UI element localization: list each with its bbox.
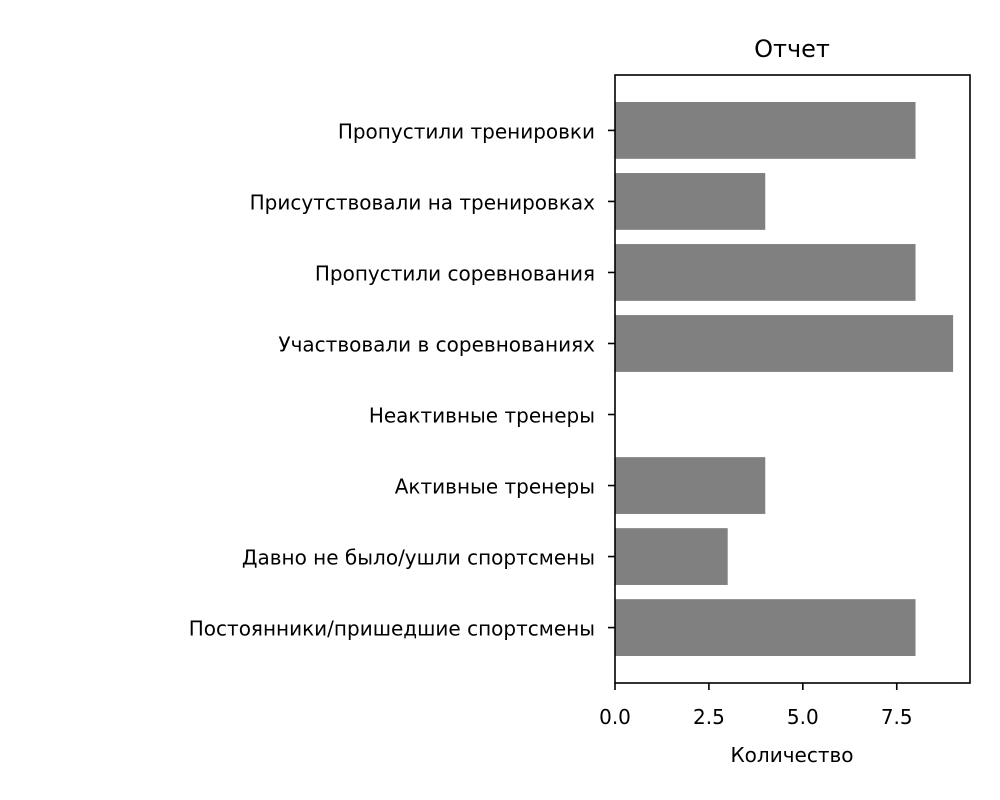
y-tick-label: Постоянники/пришедшие спортсмены [189, 617, 595, 641]
y-axis-ticks: Пропустили тренировки Присутствовали на т… [189, 119, 615, 641]
bar [615, 244, 916, 301]
chart-title: Отчет [754, 35, 830, 63]
x-axis-ticks: 0.0 2.5 5.0 7.5 [599, 683, 913, 729]
bar [615, 599, 916, 656]
bar [615, 102, 916, 159]
y-tick-label: Присутствовали на тренировках [250, 190, 596, 214]
plot-frame [614, 74, 971, 684]
y-tick-label: Пропустили соревнования [315, 261, 595, 285]
bars-group [615, 102, 954, 656]
x-tick-label: 2.5 [693, 705, 725, 729]
bar [615, 173, 766, 230]
x-tick-label: 0.0 [599, 705, 631, 729]
y-tick-label: Неактивные тренеры [369, 404, 595, 428]
y-tick-label: Пропустили тренировки [338, 119, 595, 143]
x-axis-label: Количество [730, 743, 853, 767]
bar [615, 528, 728, 585]
y-tick-label: Давно не было/ушли спортсмены [242, 546, 595, 570]
y-tick-label: Участвовали в соревнованиях [278, 332, 595, 356]
bar [615, 315, 954, 372]
x-tick-label: 7.5 [881, 705, 913, 729]
bar [615, 457, 766, 514]
y-tick-label: Активные тренеры [395, 475, 595, 499]
x-tick-label: 5.0 [787, 705, 819, 729]
